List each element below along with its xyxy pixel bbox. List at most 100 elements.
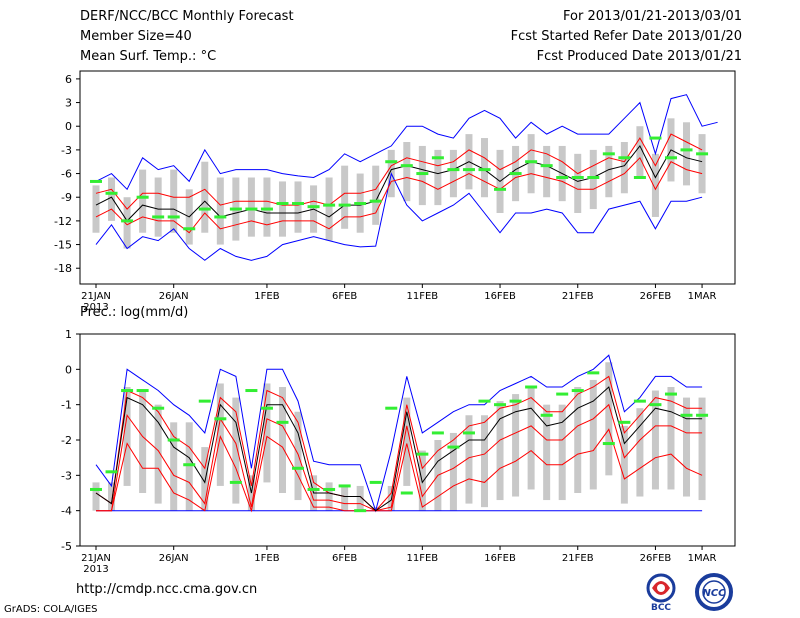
x-tick-label: 21JAN [81,553,111,564]
observed-marker [602,152,615,156]
observed-marker [214,215,227,219]
spread-box [325,482,333,511]
spread-box [449,432,457,511]
spread-box [108,177,116,221]
y-tick-label: -1 [61,399,72,412]
observed-marker [447,445,460,449]
spread-box [139,390,147,493]
spread-box [698,134,706,194]
spread-box [527,387,535,490]
y-tick-label: 3 [65,97,72,110]
observed-marker [680,413,693,417]
spread-box [481,138,488,198]
spread-box [651,153,659,217]
x-tick-label: 21FEB [562,553,594,564]
observed-marker [478,399,491,403]
spread-box [620,142,628,194]
ncc-logo-icon: NCC [695,573,733,611]
spread-box [356,485,364,511]
observed-marker [633,176,646,179]
observed-marker [664,392,677,396]
bcc-logo-icon: BCC [646,573,676,612]
x-tick-label: 21FEB [562,291,594,302]
observed-marker [556,392,569,396]
spread-box [263,177,271,237]
spread-box [123,387,131,486]
observed-marker [525,160,538,164]
observed-marker [462,168,475,172]
observed-marker [90,487,102,491]
x-year-label: 2013 [83,564,108,575]
spread-box [278,387,286,493]
spread-box [512,394,520,497]
observed-marker [416,452,429,456]
spread-box [481,415,488,508]
spread-box [325,177,333,241]
grads-credit: GrADS: COLA/IGES [4,604,98,615]
observed-marker [649,136,662,140]
series-line-upper [95,133,703,210]
observed-marker [245,207,258,211]
header-right: For 2013/01/21-2013/03/01 Fcst Started R… [511,7,742,67]
forecast-produced-date-label: Fcst Produced Date 2013/01/21 [536,49,742,64]
spread-box [527,134,535,194]
observed-marker [556,176,569,179]
series-line-min [95,94,718,191]
observed-marker [494,187,507,191]
spread-box [92,185,100,233]
observed-marker [494,403,507,407]
observed-marker [431,431,444,435]
observed-marker [400,491,413,495]
observed-marker [136,389,149,393]
observed-marker [307,487,320,491]
observed-marker [183,227,196,231]
y-tick-label: -3 [61,144,72,157]
observed-marker [447,168,460,172]
spread-box [201,161,209,233]
spread-box [341,485,349,511]
observed-marker [540,413,553,417]
x-tick-label: 1FEB [254,553,279,564]
series-line-upper [95,375,703,512]
observed-marker [105,191,118,195]
spread-box [216,177,224,245]
chart-source-title: DERF/NCC/BCC Monthly Forecast [80,9,294,24]
spread-box [154,177,162,237]
spread-box [543,404,551,501]
spread-box [636,126,644,178]
observed-marker [323,203,336,207]
y-tick-label: -15 [54,239,72,252]
spread-box [108,482,116,511]
spread-box [170,422,178,511]
y-tick-label: -5 [61,540,72,553]
spread-box [278,181,286,237]
series-line-max [95,172,703,261]
spread-box [372,165,380,225]
x-tick-label: 1MAR [688,553,717,564]
series-line-lower [96,403,703,512]
spread-box [294,411,302,501]
observed-marker [587,176,600,179]
spread-box [698,397,706,501]
spread-box [667,387,675,490]
x-tick-label: 11FEB [407,291,439,302]
series-line-max [95,354,703,513]
observed-marker [90,179,102,183]
observed-marker [369,480,382,484]
y-tick-label: 6 [65,73,72,86]
observed-marker [618,420,631,424]
x-tick-label: 26JAN [159,291,189,302]
spread-box [496,401,504,501]
x-tick-label: 26JAN [159,553,189,564]
observed-marker [292,466,305,470]
spread-box [139,169,147,233]
observed-marker [229,207,242,211]
spread-box [263,383,271,483]
precipitation-panel-title: Prec.: log(mm/d) [80,305,189,320]
observed-marker [369,199,382,203]
spread-box [247,177,255,237]
spread-box [558,404,566,501]
spread-box [589,379,597,490]
observed-marker [338,484,351,488]
y-tick-label: -4 [61,505,72,518]
